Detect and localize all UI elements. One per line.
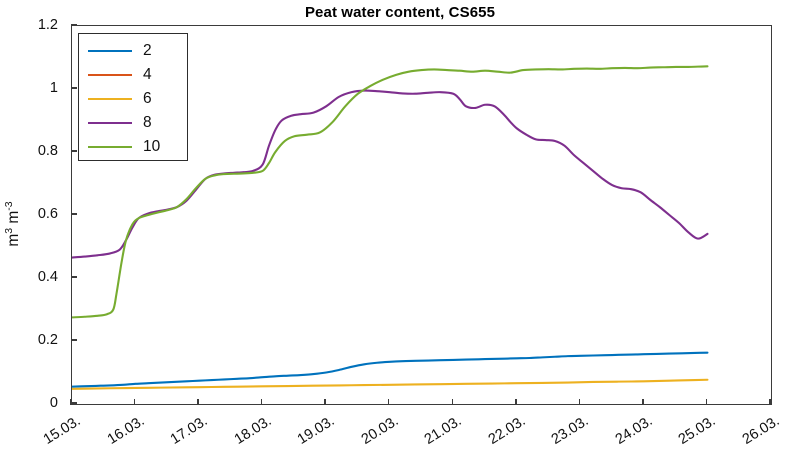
- x-tick-label: 22.03.: [485, 413, 529, 448]
- y-tick-label: 0.2: [37, 332, 58, 348]
- series-line-10: [72, 65, 709, 319]
- y-tick-mark: [71, 87, 77, 89]
- x-tick-label: 26.03.: [739, 413, 783, 448]
- x-tick-label: 25.03.: [676, 413, 719, 448]
- legend-label: 8: [143, 114, 152, 132]
- y-tick-mark: [71, 213, 77, 215]
- y-tick-mark: [71, 276, 77, 278]
- x-tick-mark: [324, 399, 326, 405]
- x-tick-mark: [515, 399, 517, 405]
- x-tick-mark: [769, 399, 771, 405]
- plot-canvas: [72, 65, 709, 390]
- x-tick-mark: [705, 399, 708, 405]
- series-line-2: [72, 351, 709, 388]
- x-tick-label: 19.03.: [294, 413, 338, 448]
- y-axis-label: m3 m-3: [2, 124, 23, 324]
- x-tick-mark: [642, 399, 644, 405]
- x-tick-label: 17.03.: [167, 413, 211, 448]
- x-tick-mark: [260, 399, 263, 405]
- y-tick-label: 1: [49, 80, 58, 96]
- legend-label: 6: [143, 90, 152, 108]
- legend-item-2[interactable]: 2: [79, 39, 187, 63]
- x-tick-mark: [578, 399, 581, 405]
- chart-title: Peat water content, CS655: [304, 4, 496, 21]
- x-tick-label: 16.03.: [104, 413, 148, 448]
- y-axis-label-base1: m: [5, 233, 22, 247]
- x-tick-mark: [133, 399, 136, 405]
- y-tick-label: 1.2: [37, 17, 58, 33]
- legend-label: 2: [143, 42, 152, 60]
- legend-swatch-6: [88, 98, 132, 100]
- legend-item-6[interactable]: 6: [79, 87, 187, 111]
- legend-swatch-4: [88, 74, 132, 76]
- x-tick-label: 15.03.: [40, 413, 84, 448]
- legend-item-10[interactable]: 10: [79, 135, 187, 159]
- x-tick-mark: [388, 399, 390, 405]
- legend-item-4[interactable]: 4: [79, 63, 187, 87]
- legend-swatch-10: [88, 146, 132, 148]
- x-tick-mark: [70, 399, 72, 405]
- y-tick-label: 0.4: [37, 269, 58, 285]
- x-tick-mark: [197, 399, 199, 405]
- x-tick-label: 18.03.: [231, 413, 275, 448]
- legend-label: 4: [143, 66, 152, 84]
- legend: 2 4 6 8 10: [78, 33, 188, 161]
- y-tick-mark: [71, 24, 77, 26]
- legend-swatch-2: [88, 50, 132, 52]
- y-tick-mark: [71, 339, 77, 341]
- x-tick-label: 24.03.: [612, 413, 656, 448]
- legend-label: 10: [143, 138, 161, 156]
- legend-item-8[interactable]: 8: [79, 111, 187, 135]
- y-axis-label-sup2: -3: [2, 201, 15, 211]
- y-axis-label-base2: m: [5, 210, 22, 228]
- y-tick-mark: [71, 402, 77, 404]
- series-line-6: [72, 378, 709, 390]
- x-tick-mark: [451, 399, 453, 405]
- x-tick-label: 21.03.: [422, 413, 465, 448]
- y-axis-label-sup1: 3: [2, 227, 15, 234]
- y-tick-label: 0: [49, 395, 58, 411]
- y-tick-label: 0.8: [37, 143, 58, 159]
- x-tick-label: 23.03.: [549, 413, 592, 448]
- x-tick-label: 20.03.: [358, 413, 402, 448]
- legend-swatch-8: [88, 122, 132, 124]
- y-tick-label: 0.6: [37, 206, 58, 222]
- y-tick-mark: [71, 150, 77, 152]
